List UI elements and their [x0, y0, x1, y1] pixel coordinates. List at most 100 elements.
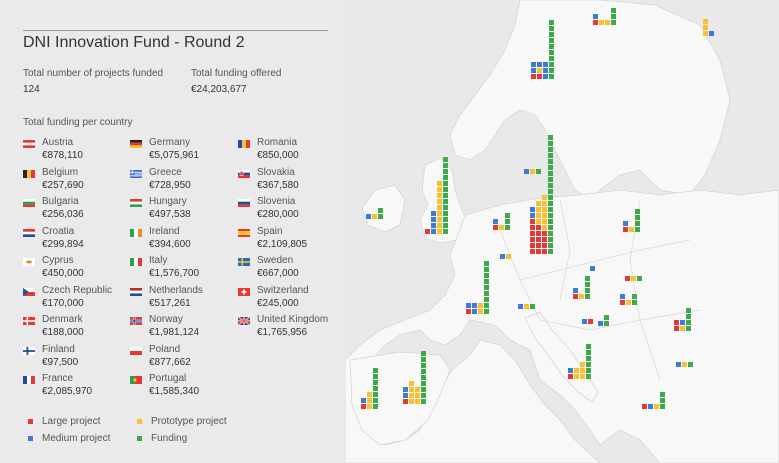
map-bar-funding-block [421, 357, 426, 362]
map-bar-funding-block [548, 213, 553, 218]
map-bar-large-block [530, 225, 535, 230]
map-bar-medium-block [573, 288, 578, 293]
map-bar-medium-block [493, 219, 498, 224]
map-bar-medium-block [431, 211, 436, 216]
map-bar-large-block [536, 249, 541, 254]
map-bar-large-block [542, 243, 547, 248]
map-bar-prototype-block [580, 368, 585, 373]
map-bar-funding-block [443, 193, 448, 198]
map-bar-medium-block [620, 294, 625, 299]
country-name: Switzerland [257, 284, 309, 296]
map-bar-large-block [361, 404, 366, 409]
country-funding: €667,000 [257, 268, 299, 279]
map-bar-funding-block [548, 153, 553, 158]
map-bar-funding-block [548, 141, 553, 146]
map-bar-medium-block [543, 68, 548, 73]
country-item-finland: Finland €97,500 [23, 344, 133, 372]
country-item-greece: Greece €728,950 [130, 167, 240, 195]
map-bar-funding-block [548, 189, 553, 194]
map-bar-funding-block [484, 267, 489, 272]
map-bar-prototype-block [409, 393, 414, 398]
legend-funding: Funding [137, 433, 187, 444]
country-funding: €1,576,700 [149, 268, 200, 279]
country-item-united-kingdom: United Kingdom €1,765,956 [238, 314, 348, 342]
country-item-slovakia: Slovakia €367,580 [238, 167, 348, 195]
country-name: Czech Republic [42, 284, 113, 296]
map-bar-funding-block [484, 261, 489, 266]
map-bar-prototype-block [574, 374, 579, 379]
legend-funding-label: Funding [151, 433, 188, 444]
medium-project-swatch-icon [28, 435, 33, 441]
country-item-belgium: Belgium €257,690 [23, 167, 133, 195]
country-name: Ireland [149, 225, 180, 237]
map-bar-medium-block [543, 62, 548, 67]
map-bar-funding-block [378, 208, 383, 213]
finland-flag-icon [23, 346, 35, 355]
map-bar-funding-block [548, 195, 553, 200]
map-bar-funding-block [484, 285, 489, 290]
country-item-denmark: Denmark €188,000 [23, 314, 133, 342]
map-bar-large-block [530, 243, 535, 248]
map-bar-prototype-block [626, 300, 631, 305]
map-bar-medium-block [543, 74, 548, 79]
map-bar-funding-block [632, 300, 637, 305]
map-bar-large-block [588, 319, 593, 324]
map-bar-prototype-block [415, 393, 420, 398]
map-bar-prototype-block [536, 213, 541, 218]
map-bar-large-block [531, 74, 536, 79]
map-bar-funding-block [549, 38, 554, 43]
france-flag-icon [23, 376, 35, 384]
netherlands-flag-icon [130, 287, 142, 296]
map-bar-medium-block [568, 368, 573, 373]
map-bar-funding-block [548, 165, 553, 170]
country-funding: €450,000 [42, 268, 84, 279]
map-bar-funding-block [378, 214, 383, 219]
map-bar-funding-block [585, 288, 590, 293]
map-bar-funding-block [443, 169, 448, 174]
map-bar-funding-block [611, 14, 616, 19]
map-bar-large-block [425, 229, 430, 234]
map-bar-funding-block [549, 44, 554, 49]
country-funding: €877,662 [149, 356, 191, 368]
funding-swatch-icon [137, 435, 142, 441]
country-item-germany: Germany €5,075,961 [130, 137, 240, 165]
country-item-hungary: Hungary €497,538 [130, 196, 240, 224]
map-bar-funding-block [484, 303, 489, 308]
map-bar-funding-block [443, 157, 448, 162]
map-bar-funding-block [586, 368, 591, 373]
map-bar-prototype-block [409, 399, 414, 404]
map-bar-large-block [403, 399, 408, 404]
country-item-netherlands: Netherlands €517,261 [130, 285, 240, 313]
map-bar-prototype-block [506, 254, 511, 259]
country-funding: €97,500 [42, 356, 79, 368]
map-bar-large-block [466, 309, 471, 314]
map-bar-funding-block [611, 8, 616, 13]
portugal-flag-icon [130, 376, 142, 384]
greece-flag-icon [130, 169, 142, 178]
country-name: Spain [257, 225, 283, 237]
map-bar-funding-block [443, 181, 448, 186]
map-bar-prototype-block [367, 392, 372, 397]
country-funding: €170,000 [42, 297, 84, 309]
map-bar-medium-block [472, 309, 477, 314]
map-bar-prototype-block [682, 362, 687, 367]
country-funding: €257,690 [42, 179, 84, 191]
map-bar-funding-block [585, 282, 590, 287]
map-bar-large-block [623, 227, 628, 232]
map-bar-funding-block [421, 351, 426, 356]
map-bar-funding-block [548, 243, 553, 248]
map-bar-medium-block [598, 321, 603, 326]
map-bar-funding-block [421, 387, 426, 392]
country-name: Italy [149, 255, 168, 266]
map-bar-funding-block [484, 291, 489, 296]
map-bar-funding-block [548, 159, 553, 164]
map-bar-prototype-block [703, 25, 708, 30]
map-bar-large-block [620, 300, 625, 305]
country-funding: €1,981,124 [149, 327, 200, 338]
map-bar-prototype-block [542, 201, 547, 206]
map-bar-prototype-block [680, 326, 685, 331]
country-funding: €188,000 [42, 327, 84, 338]
map-bar-medium-block [500, 254, 505, 259]
map-bar-prototype-block [629, 227, 634, 232]
map-bar-medium-block [530, 213, 535, 218]
